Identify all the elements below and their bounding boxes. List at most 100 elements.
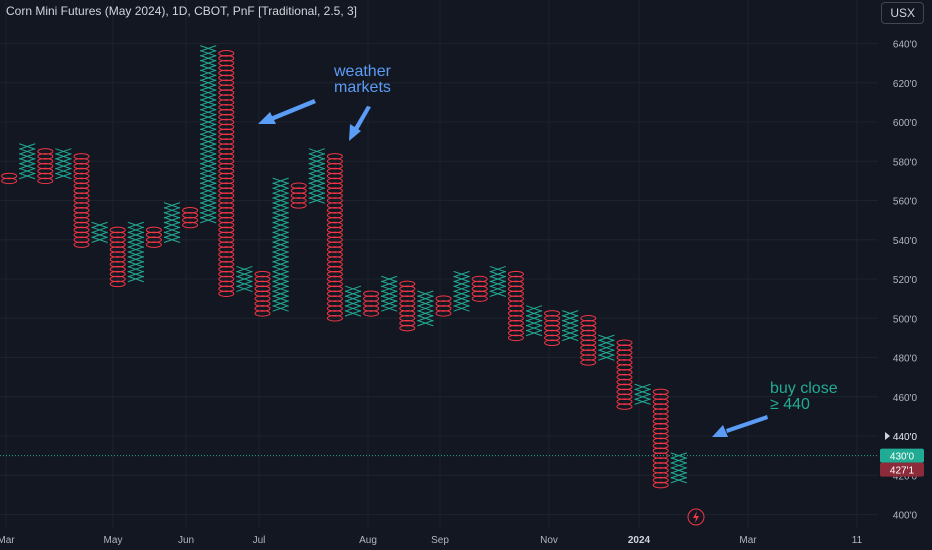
o-mark — [218, 94, 235, 101]
x-mark — [525, 315, 543, 322]
x-mark — [272, 305, 289, 312]
x-mark — [308, 177, 325, 185]
y-tick-label: 480'0 — [893, 354, 918, 365]
x-mark — [670, 457, 687, 464]
pnf-columns — [1, 45, 687, 489]
x-mark — [562, 324, 579, 332]
event-lightning-icon[interactable] — [687, 508, 705, 526]
o-mark — [326, 295, 343, 302]
annotation-weather-markets[interactable]: weather markets — [334, 64, 391, 96]
x-column — [308, 148, 325, 204]
currency-button[interactable]: USX — [881, 2, 924, 24]
o-mark — [326, 236, 343, 244]
x-mark — [634, 393, 651, 400]
o-mark — [435, 305, 452, 312]
o-column — [580, 314, 597, 366]
o-mark — [544, 314, 561, 322]
x-column — [634, 383, 651, 405]
o-column — [652, 388, 669, 489]
crosshair-price-label: 440'0 — [893, 432, 918, 443]
x-column — [381, 275, 398, 312]
o-mark — [326, 275, 343, 283]
x-mark — [55, 172, 72, 180]
x-column — [127, 221, 144, 283]
x-mark — [200, 162, 217, 170]
x-mark — [200, 153, 217, 160]
o-mark — [290, 197, 307, 204]
o-mark — [218, 226, 235, 234]
o-column — [616, 339, 633, 410]
x-mark — [417, 305, 434, 312]
o-mark — [109, 265, 126, 273]
o-mark — [326, 280, 343, 288]
x-mark — [344, 300, 362, 307]
o-mark — [580, 329, 597, 337]
y-tick-label: 500'0 — [893, 314, 918, 325]
x-mark — [200, 187, 217, 194]
o-mark — [580, 324, 597, 332]
x-mark — [272, 221, 289, 229]
time-axis[interactable]: Mar May Jun Jul Aug Sep Nov 2024 Mar 11 — [0, 535, 863, 546]
x-mark — [453, 300, 470, 307]
x-mark — [598, 354, 615, 361]
o-mark — [218, 202, 235, 209]
x-mark — [417, 295, 434, 302]
x-tick-label: Jul — [253, 535, 266, 546]
x-column — [272, 177, 289, 312]
y-tick-label: 420'0 — [893, 471, 918, 482]
o-mark — [326, 182, 343, 190]
x-mark — [200, 182, 217, 190]
o-mark — [399, 310, 416, 317]
o-mark — [652, 437, 669, 445]
x-mark — [127, 261, 144, 268]
o-mark — [218, 74, 235, 82]
x-mark — [200, 207, 217, 214]
x-mark — [562, 310, 579, 317]
x-mark — [200, 172, 217, 180]
o-mark — [326, 285, 343, 293]
o-mark — [580, 334, 597, 342]
x-mark — [200, 69, 217, 77]
o-mark — [218, 216, 235, 224]
x-mark — [236, 275, 253, 283]
annotation-line: buy close — [770, 380, 838, 397]
x-column — [489, 265, 506, 297]
o-mark — [507, 319, 524, 327]
o-mark — [616, 339, 633, 347]
annotation-buy-close[interactable]: buy close ≥ 440 — [770, 381, 838, 413]
x-mark — [272, 280, 289, 288]
o-mark — [652, 422, 669, 430]
o-mark — [109, 226, 126, 234]
x-mark — [670, 476, 687, 484]
x-mark — [525, 305, 543, 312]
x-mark — [308, 172, 325, 180]
o-mark — [326, 167, 343, 175]
o-mark — [109, 261, 126, 268]
x-mark — [381, 290, 398, 297]
o-mark — [218, 265, 235, 273]
o-mark — [399, 319, 416, 327]
x-mark — [308, 182, 325, 190]
o-mark — [73, 231, 90, 239]
o-mark — [218, 246, 235, 253]
o-mark — [363, 310, 380, 317]
annotation-line: markets — [334, 79, 391, 96]
x-mark — [634, 388, 651, 396]
o-mark — [507, 310, 524, 317]
o-mark — [218, 211, 235, 219]
o-mark — [218, 187, 235, 194]
x-column — [417, 290, 434, 327]
o-mark — [218, 280, 235, 288]
o-mark — [616, 388, 633, 396]
y-tick-label: 400'0 — [893, 511, 918, 522]
x-mark — [344, 290, 362, 297]
x-column — [55, 148, 72, 180]
o-mark — [254, 280, 271, 288]
x-tick-label: Jun — [178, 535, 194, 546]
o-mark — [218, 153, 235, 160]
o-mark — [616, 373, 633, 381]
price-axis[interactable]: 400'0 420'0 440'0 460'0 480'0 500'0 520'0 540'0… — [893, 40, 918, 522]
o-mark — [218, 99, 235, 106]
x-mark — [236, 285, 253, 293]
